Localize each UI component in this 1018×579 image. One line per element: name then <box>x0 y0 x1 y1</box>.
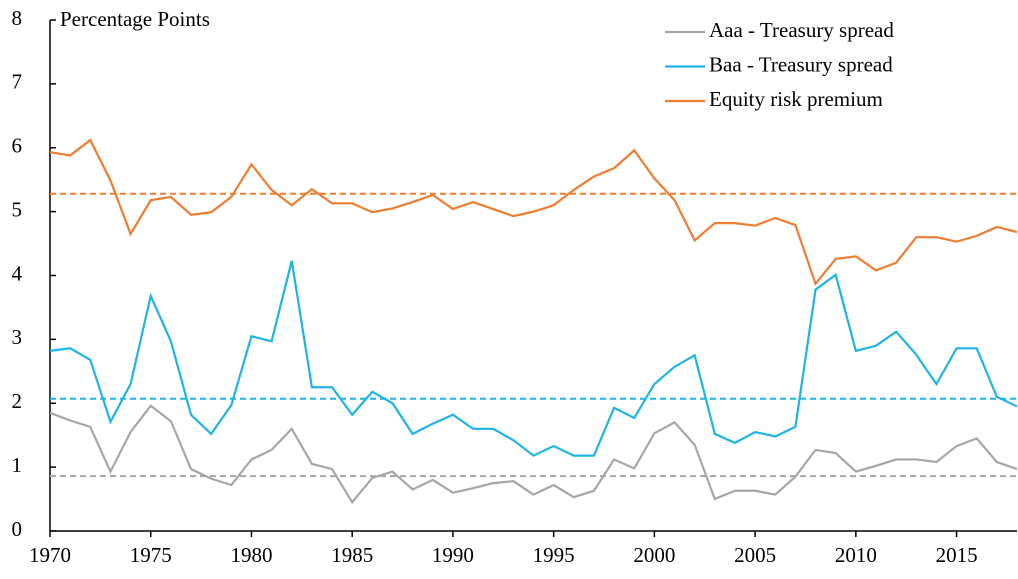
series-line <box>49 138 1018 287</box>
y-tick-label: 3 <box>12 325 23 349</box>
series-line <box>49 260 1018 457</box>
x-tick-label: 1975 <box>130 543 172 567</box>
y-axis-label: Percentage Points <box>60 7 210 31</box>
x-tick-label: 2005 <box>734 543 776 567</box>
x-tick-label: 1970 <box>29 543 71 567</box>
y-tick-label: 5 <box>12 197 23 221</box>
y-tick-label: 2 <box>12 389 23 413</box>
x-tick-label: 1985 <box>331 543 373 567</box>
x-tick-label: 1990 <box>432 543 474 567</box>
x-tick-label: 2000 <box>633 543 675 567</box>
legend-label: Baa - Treasury spread <box>709 52 893 76</box>
y-tick-label: 4 <box>12 261 23 285</box>
y-tick-label: 6 <box>12 134 23 158</box>
series-line <box>49 404 1018 505</box>
y-tick-label: 0 <box>12 517 23 541</box>
y-tick-label: 1 <box>12 453 23 477</box>
y-tick-label: 8 <box>12 6 23 30</box>
x-tick-label: 1995 <box>533 543 575 567</box>
x-tick-label: 2010 <box>835 543 877 567</box>
y-tick-label: 7 <box>12 70 23 94</box>
legend-label: Aaa - Treasury spread <box>709 18 894 42</box>
x-tick-label: 2015 <box>936 543 978 567</box>
x-tick-label: 1980 <box>230 543 272 567</box>
legend-label: Equity risk premium <box>709 87 883 111</box>
